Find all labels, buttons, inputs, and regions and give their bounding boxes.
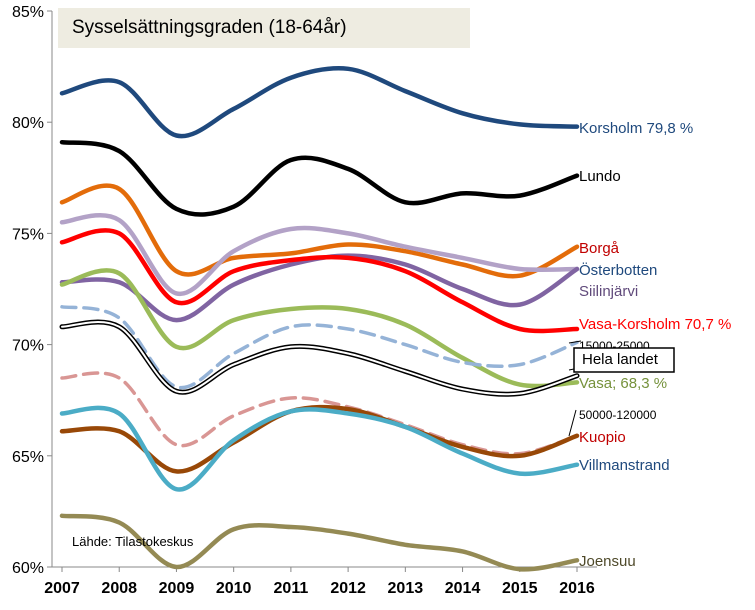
series-line-villmanstrand	[59, 405, 580, 492]
series-label-korsholm: Korsholm 79,8 %	[579, 120, 693, 137]
label-leader-line	[568, 409, 577, 437]
series-label-siilinj-rvi: Siilinjärvi	[579, 283, 638, 300]
series-line-15000-25000	[60, 305, 579, 390]
chart-title: Sysselsättningsgraden (18-64år)	[72, 17, 347, 38]
x-tick-label: 2009	[159, 580, 195, 597]
series-label-hela-landet: Hela landet	[582, 351, 659, 368]
y-tick-label: 60%	[12, 560, 44, 577]
series-label-joensuu: Joensuu	[579, 553, 636, 570]
series-label-sterbotten: Österbotten	[579, 261, 657, 279]
series-label-vasa-korsholm: Vasa-Korsholm 70,7 %	[579, 316, 731, 333]
x-tick-label: 2010	[216, 580, 252, 597]
y-tick-label: 85%	[12, 4, 44, 21]
chart-source: Lähde: Tilastokeskus	[72, 534, 194, 549]
series-line-hela-landet	[61, 321, 578, 396]
label-leader-line	[568, 340, 582, 344]
series-line-sterbotten	[59, 213, 580, 297]
x-tick-label: 2013	[388, 580, 424, 597]
series-label-villmanstrand: Villmanstrand	[579, 457, 670, 474]
series-label-kuopio: Kuopio	[579, 429, 626, 446]
label-leader-line	[568, 368, 575, 371]
series-line-vasa	[59, 268, 580, 389]
series-line-hela-landet-outer	[59, 319, 580, 397]
series-line-vasa-korsholm	[59, 228, 580, 334]
y-tick-label: 65%	[12, 449, 44, 466]
series-label-borg: Borgå	[579, 240, 620, 257]
y-tick-label: 75%	[12, 226, 44, 243]
series-line-lundo	[59, 139, 580, 217]
x-tick-label: 2015	[502, 580, 538, 597]
x-tick-label: 2008	[101, 580, 137, 597]
y-tick-label: 80%	[12, 115, 44, 132]
series-line-joensuu	[59, 513, 580, 572]
x-tick-label: 2016	[559, 580, 595, 597]
series-label-lundo: Lundo	[579, 168, 621, 185]
series-line-50000-120000	[60, 371, 579, 456]
series-line-korsholm	[59, 66, 580, 139]
y-tick-label: 70%	[12, 338, 44, 355]
series-label-50000-120000: 50000-120000	[579, 408, 657, 422]
x-tick-label: 2012	[330, 580, 366, 597]
label-box-hela-landet	[573, 347, 675, 373]
x-tick-label: 2011	[274, 580, 309, 597]
x-tick-label: 2007	[44, 580, 80, 597]
series-label-vasa: Vasa; 68,3 %	[579, 375, 667, 392]
chart-title-box: Sysselsättningsgraden (18-64år)	[58, 8, 470, 48]
x-tick-label: 2014	[445, 580, 481, 597]
series-line-borg	[59, 183, 580, 279]
